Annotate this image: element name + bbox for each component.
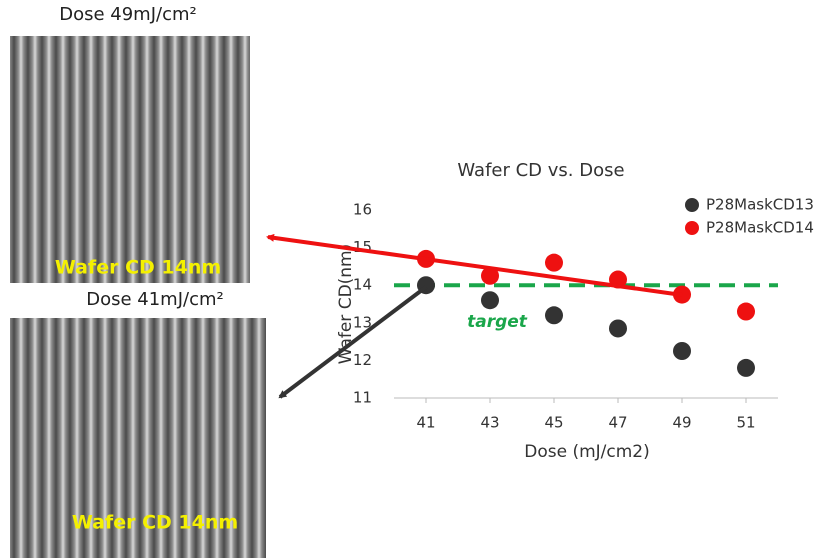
point	[545, 306, 563, 324]
sem-label: Wafer CD 14nm	[72, 512, 238, 534]
target-label: target	[467, 312, 528, 332]
x-tick-label: 47	[608, 414, 627, 432]
x-axis-label: Dose (mJ/cm2)	[524, 442, 650, 462]
y-tick-label: 12	[353, 351, 372, 369]
x-tick-label: 41	[416, 414, 435, 432]
y-tick-label: 14	[353, 276, 372, 294]
sem-label: Wafer CD 14nm	[55, 257, 221, 279]
point	[545, 254, 563, 272]
y-tick-label: 16	[353, 201, 372, 219]
point	[737, 359, 755, 377]
chart-title: Wafer CD vs. Dose	[457, 160, 624, 181]
x-tick-label: 45	[544, 414, 563, 432]
x-tick-label: 43	[480, 414, 499, 432]
point	[673, 342, 691, 360]
x-tick-label: 51	[736, 414, 755, 432]
point	[737, 303, 755, 321]
y-tick-label: 11	[353, 389, 372, 407]
image-caption: Dose 41mJ/cm²	[86, 289, 224, 310]
x-tick-label: 49	[672, 414, 691, 432]
legend-label: P28MaskCD13	[706, 196, 814, 214]
sem-image	[10, 36, 250, 283]
y-tick-label: 15	[353, 238, 372, 256]
point	[609, 319, 627, 337]
point	[481, 291, 499, 309]
chart: Wafer CD vs. Dose Dose (mJ/cm2) Wafer CD…	[336, 160, 814, 462]
image-caption: Dose 49mJ/cm²	[59, 4, 197, 25]
legend-marker	[685, 198, 699, 212]
slide: Dose 49mJ/cm² Wafer CD 14nm Dose 41mJ/cm…	[0, 0, 838, 558]
legend-label: P28MaskCD14	[706, 219, 814, 237]
legend-marker	[685, 221, 699, 235]
